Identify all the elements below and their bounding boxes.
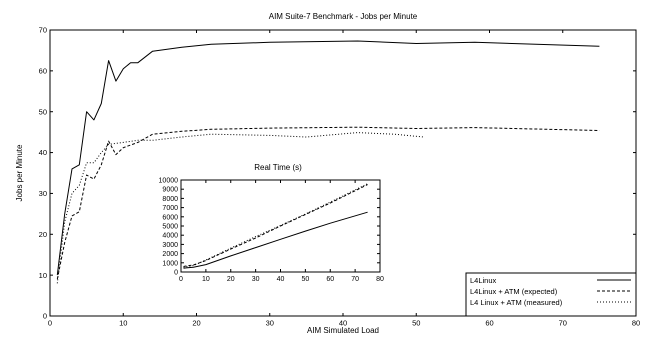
inset-series-line-solid [183, 211, 368, 269]
inset-x-tick-label: 80 [376, 276, 384, 283]
legend-label: L4 Linux + ATM (measured) [470, 298, 563, 307]
main-x-tick-label: 50 [412, 319, 420, 328]
inset-y-tick-label: 7000 [162, 205, 178, 212]
inset-ticks: 0 10 20 30 40 50 60 70 80 0 1000 2000 3000 4000 5000 60… [159, 177, 384, 283]
main-x-tick-label: 0 [48, 319, 52, 328]
inset-title: Real Time (s) [254, 163, 302, 172]
main-y-tick-label: 30 [39, 189, 47, 198]
main-ticks: 0 10 20 30 40 50 60 70 80 0 10 20 30 40 50 60 70 [39, 26, 641, 328]
inset-background [143, 178, 401, 290]
main-series-line-dotted [56, 132, 424, 284]
legend-item-l4linux: L4Linux [470, 276, 631, 285]
main-y-tick-label: 0 [43, 312, 47, 321]
main-x-tick-label: 10 [119, 319, 127, 328]
inset-series-line-dotted [183, 183, 368, 268]
main-x-tick-label: 30 [266, 319, 274, 328]
inset-x-tick-label: 60 [326, 276, 334, 283]
main-x-tick-label: 80 [632, 319, 640, 328]
inset-series-line-dashed [183, 184, 368, 267]
main-series-line-dashed [56, 126, 600, 280]
legend-item-atm-expected: L4Linux + ATM (expected) [470, 287, 631, 296]
inset-x-tick-label: 30 [252, 276, 260, 283]
inset-chart: Real Time (s) 0 10 20 30 40 50 60 70 80 0 1000 2000… [143, 163, 401, 290]
inset-y-tick-label: 3000 [162, 242, 178, 249]
inset-x-tick-label: 50 [301, 276, 309, 283]
inset-y-tick-label: 9000 [162, 187, 178, 194]
main-series-line-solid [56, 40, 600, 276]
main-x-tick-label: 60 [485, 319, 493, 328]
chart-legend: L4Linux L4Linux + ATM (expected) L4 Linu… [465, 272, 637, 317]
inset-x-tick-label: 10 [202, 276, 210, 283]
inset-y-tick-label: 6000 [162, 214, 178, 221]
inset-series [183, 183, 368, 269]
main-y-tick-label: 20 [39, 230, 47, 239]
inset-y-tick-label: 1000 [162, 260, 178, 267]
x-axis-label: AIM Simulated Load [307, 326, 379, 335]
inset-y-tick-label: 8000 [162, 196, 178, 203]
inset-y-tick-label: 2000 [162, 251, 178, 258]
main-chart: AIM Suite-7 Benchmark - Jobs per Minute … [15, 12, 640, 335]
inset-y-tick-label: 0 [174, 269, 178, 276]
chart-title: AIM Suite-7 Benchmark - Jobs per Minute [269, 12, 418, 21]
inset-x-tick-label: 70 [351, 276, 359, 283]
legend-label: L4Linux + ATM (expected) [470, 287, 558, 296]
main-x-tick-label: 20 [192, 319, 200, 328]
inset-y-tick-label: 10000 [159, 177, 179, 184]
inset-y-tick-label: 5000 [162, 223, 178, 230]
main-y-tick-label: 40 [39, 148, 47, 157]
main-y-tick-label: 10 [39, 271, 47, 280]
inset-x-tick-label: 40 [277, 276, 285, 283]
main-x-tick-label: 70 [559, 319, 567, 328]
legend-label: L4Linux [470, 276, 497, 285]
main-series [56, 40, 600, 284]
main-y-tick-label: 60 [39, 66, 47, 75]
main-y-tick-label: 70 [39, 26, 47, 35]
inset-x-tick-label: 0 [179, 276, 183, 283]
inset-x-tick-label: 20 [227, 276, 235, 283]
main-y-tick-label: 50 [39, 107, 47, 116]
inset-y-tick-label: 4000 [162, 233, 178, 240]
legend-item-atm-measured: L4 Linux + ATM (measured) [470, 298, 631, 307]
main-x-tick-label: 40 [339, 319, 347, 328]
y-axis-label: Jobs per Minute [15, 144, 24, 201]
